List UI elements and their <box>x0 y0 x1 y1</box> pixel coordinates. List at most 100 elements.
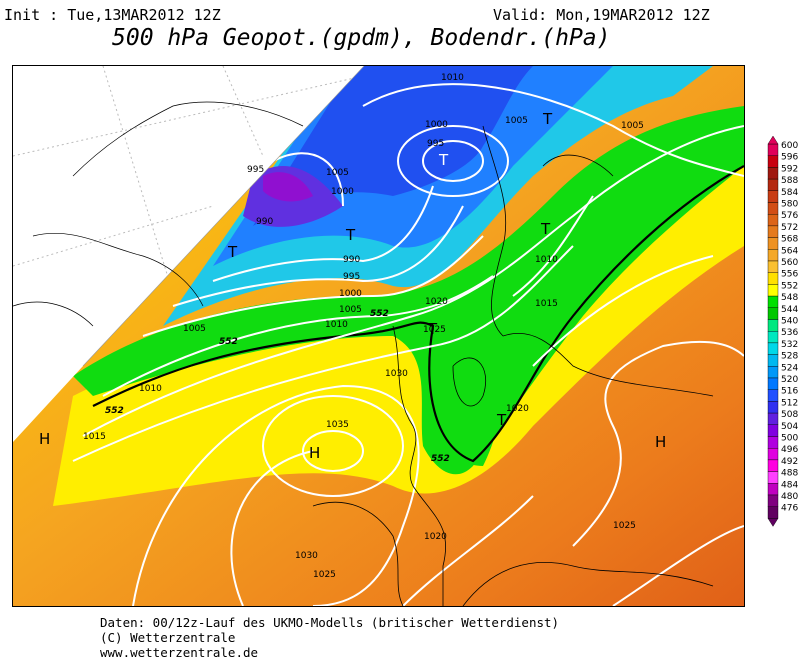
legend-swatch <box>767 448 779 461</box>
isobars <box>72 83 744 606</box>
isobar-label: 1030 <box>295 551 318 561</box>
pressure-centres: H H H T T T T T T T <box>39 110 666 462</box>
isobar-label: 990 <box>256 217 273 227</box>
legend-label: 560 <box>781 258 798 268</box>
isobar-label: 1005 <box>505 116 528 126</box>
legend-swatch <box>767 424 779 437</box>
isobar-label: 995 <box>343 272 360 282</box>
legend-swatch <box>767 167 779 180</box>
init-time: Init : Tue,13MAR2012 12Z <box>4 6 221 24</box>
isobar-label: 995 <box>247 165 264 175</box>
legend-swatch <box>767 155 779 168</box>
high-marker: H <box>655 433 666 451</box>
legend-swatch <box>767 249 779 262</box>
legend-swatch <box>767 471 779 484</box>
low-marker: T <box>427 320 438 338</box>
legend-swatch <box>767 202 779 215</box>
legend-label: 592 <box>781 164 798 174</box>
low-marker: T <box>438 151 449 169</box>
isobar-label: 1030 <box>385 369 408 379</box>
legend-swatch <box>767 342 779 355</box>
legend-label: 516 <box>781 387 798 397</box>
legend-label: 548 <box>781 293 798 303</box>
legend-swatch <box>767 436 779 449</box>
legend-label: 496 <box>781 445 798 455</box>
legend-label: 504 <box>781 422 798 432</box>
legend-label: 484 <box>781 480 798 490</box>
legend-label: 596 <box>781 153 798 163</box>
legend-swatch <box>767 295 779 309</box>
isobar-label: 1010 <box>441 73 464 83</box>
isobar-label: 1015 <box>535 299 558 309</box>
legend-swatch <box>767 412 779 426</box>
legend-label: 512 <box>781 398 798 408</box>
legend-label: 492 <box>781 457 798 467</box>
isobar-label: 1000 <box>339 289 362 299</box>
legend-swatch <box>767 494 779 507</box>
legend-label: 576 <box>781 211 798 221</box>
isobar-label: 1025 <box>313 570 336 580</box>
footer-copyright: (C) Wetterzentrale <box>100 630 236 645</box>
low-marker: T <box>227 243 238 261</box>
low-marker: T <box>345 226 356 244</box>
legend-swatch <box>767 225 779 238</box>
legend-swatch <box>767 366 779 379</box>
legend-swatch <box>767 459 779 472</box>
isobar-label: 995 <box>427 139 444 149</box>
isobar-label: 1010 <box>325 320 348 330</box>
legend-swatch <box>767 272 779 285</box>
legend-swatch <box>767 354 779 367</box>
legend-label: 600 <box>781 141 798 151</box>
outside-coastlines <box>13 101 304 327</box>
legend-label: 480 <box>781 492 798 502</box>
legend-label: 568 <box>781 235 798 245</box>
isobar-label: 1015 <box>83 432 106 442</box>
isobar-label: 1005 <box>621 121 644 131</box>
weather-map: 1010 1005 1005 1000 995 995 1005 1000 99… <box>12 65 745 607</box>
isobar-label: 1010 <box>139 384 162 394</box>
legend-label: 524 <box>781 363 798 373</box>
legend-bottom-arrow <box>767 518 779 527</box>
isobar-label: 1020 <box>506 404 529 414</box>
footer-website: www.wetterzentrale.de <box>100 645 259 660</box>
isobar-label: 1000 <box>425 120 448 130</box>
high-marker: H <box>39 430 50 448</box>
legend-label: 520 <box>781 375 798 385</box>
isobar-label: 1020 <box>425 297 448 307</box>
geopot-label: 552 <box>219 337 238 347</box>
isobar-labels: 1010 1005 1005 1000 995 995 1005 1000 99… <box>83 73 644 580</box>
low-marker: T <box>540 220 551 238</box>
legend-label: 508 <box>781 410 798 420</box>
legend-swatch <box>767 143 779 156</box>
footer-data-source: Daten: 00/12z-Lauf des UKMO-Modells (bri… <box>100 615 560 630</box>
valid-time: Valid: Mon,19MAR2012 12Z <box>493 6 710 24</box>
legend-label: 556 <box>781 270 798 280</box>
legend-top-arrow <box>767 135 779 145</box>
legend-swatch <box>767 260 779 273</box>
legend-label: 476 <box>781 504 798 514</box>
legend-label: 488 <box>781 469 798 479</box>
legend-swatch <box>767 190 779 203</box>
data-domain <box>13 66 744 606</box>
legend-swatch <box>767 483 779 496</box>
legend-label: 572 <box>781 223 798 233</box>
legend-label: 528 <box>781 352 798 362</box>
geopot-label: 552 <box>431 454 450 464</box>
legend-label: 540 <box>781 317 798 327</box>
legend-label: 580 <box>781 200 798 210</box>
low-marker: T <box>542 110 553 128</box>
legend-swatch <box>767 389 779 402</box>
high-marker: H <box>309 444 320 462</box>
isobar-label: 1005 <box>339 305 362 315</box>
legend-label: 584 <box>781 188 798 198</box>
legend-label: 552 <box>781 281 798 291</box>
isobar-label: 1025 <box>613 521 636 531</box>
legend-label: 544 <box>781 305 798 315</box>
coastlines <box>312 125 714 606</box>
geopot-label: 552 <box>105 406 124 416</box>
legend-swatch <box>767 237 779 250</box>
isobar-label: 1005 <box>183 324 206 334</box>
isobar-label: 1035 <box>326 420 349 430</box>
legend-label: 500 <box>781 434 798 444</box>
geopot-label: 552 <box>370 309 389 319</box>
